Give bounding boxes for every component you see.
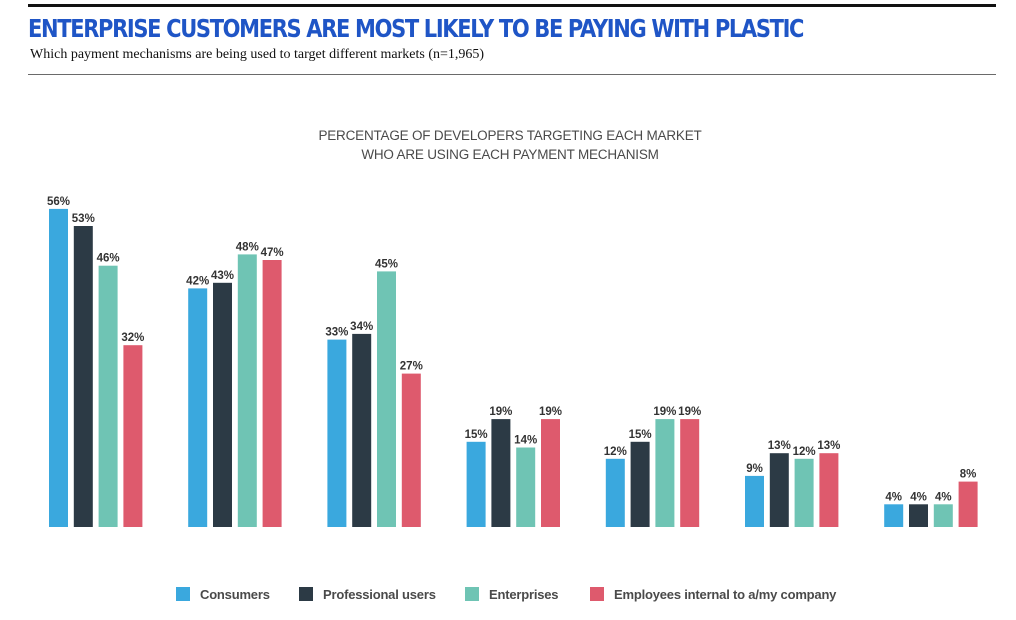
legend-label-enterprises: Enterprises <box>489 586 559 602</box>
bar-label-group3-series4: 27% <box>400 361 423 373</box>
bar-label-group2-series2: 43% <box>211 270 234 282</box>
legend-label-consumers: Consumers <box>200 586 270 602</box>
bar-group7-series3 <box>933 504 953 527</box>
bar-label-group2-series4: 47% <box>261 247 284 259</box>
bar-label-group5-series3: 19% <box>653 406 676 418</box>
bar-group2-series2 <box>213 282 232 527</box>
bar-label-group5-series2: 15% <box>629 429 652 441</box>
bar-group3-series1 <box>327 339 347 527</box>
bar-group2-series3 <box>237 254 257 527</box>
bar-group4-series1 <box>466 441 486 527</box>
bar-group5-series4 <box>680 419 700 527</box>
legend-item-employees-internal: Employees internal to a/my company <box>590 584 836 604</box>
legend-swatch-professional-users <box>299 587 313 601</box>
bar-group2-series4 <box>262 260 282 527</box>
header-divider <box>28 74 996 75</box>
chart-title-line-2: WHO ARE USING EACH PAYMENT MECHANISM <box>361 147 659 162</box>
legend-label-professional-users: Professional users <box>323 586 436 602</box>
bar-group4-series4 <box>541 419 560 527</box>
bar-group6-series4 <box>819 453 839 527</box>
chart-title: PERCENTAGE OF DEVELOPERS TARGETING EACH … <box>210 126 810 164</box>
bar-group3-series2 <box>352 333 372 527</box>
bar-group4-series2 <box>491 419 511 527</box>
bar-label-group1-series1: 56% <box>47 196 70 208</box>
chart-legend: Consumers Professional users Enterprises… <box>0 584 1016 604</box>
bar-label-group4-series1: 15% <box>465 429 488 441</box>
bar-group6-series2 <box>769 453 789 527</box>
bar-chart: 56%53%46%32%42% 43%48% 47%33% 34%45%27%15%1… <box>47 196 978 527</box>
page-title: ENTERPRISE CUSTOMERS ARE MOST LIKELY TO … <box>28 14 804 43</box>
bar-label-group1-series2: 53% <box>72 213 95 225</box>
bar-label-group5-series4: 19% <box>678 406 701 418</box>
bar-label-group1-series4: 32% <box>121 332 144 344</box>
chart-title-line-1: PERCENTAGE OF DEVELOPERS TARGETING EACH … <box>318 128 702 143</box>
bar-label-group4-series3: 14% <box>514 435 537 447</box>
bar-group1-series1 <box>49 208 68 527</box>
bar-group5-series2 <box>630 441 650 527</box>
legend-item-consumers: Consumers <box>176 584 270 604</box>
bar-label-group2-series3: 48% <box>236 241 259 253</box>
legend-item-enterprises: Enterprises <box>465 584 559 604</box>
bar-label-group3-series3: 45% <box>375 258 398 270</box>
legend-item-professional-users: Professional users <box>299 584 436 604</box>
bar-label-group6-series1: 9% <box>746 463 763 475</box>
bar-group4-series3 <box>516 447 536 527</box>
bar-label-group7-series2: 4% <box>910 491 927 503</box>
bar-group5-series3 <box>655 419 675 527</box>
bar-group7-series1 <box>884 504 904 527</box>
bar-label-group3-series1: 33% <box>325 327 348 339</box>
bar-group1-series4 <box>123 345 143 527</box>
legend-label-employees-internal: Employees internal to a/my company <box>614 586 837 602</box>
legend-swatch-enterprises <box>465 587 479 601</box>
top-rule <box>28 4 996 7</box>
page-subtitle: Which payment mechanisms are being used … <box>30 47 485 62</box>
bar-label-group2-series1: 42% <box>186 275 209 287</box>
legend-swatch-employees-internal <box>590 587 604 601</box>
bar-group1-series2 <box>73 226 93 527</box>
bar-label-group3-series2: 34% <box>350 321 373 333</box>
bar-group6-series3 <box>794 458 814 527</box>
bar-group3-series3 <box>377 271 396 527</box>
bar-label-group6-series2: 13% <box>768 440 791 452</box>
bar-group6-series1 <box>745 475 764 527</box>
bar-group7-series2 <box>909 504 928 527</box>
bar-group5-series1 <box>605 458 625 527</box>
bar-label-group7-series3: 4% <box>935 491 952 503</box>
bar-label-group4-series4: 19% <box>539 406 562 418</box>
bar-label-group6-series3: 12% <box>793 446 816 458</box>
bar-label-group6-series4: 13% <box>817 440 840 452</box>
legend-swatch-consumers <box>176 587 190 601</box>
bar-label-group4-series2: 19% <box>489 406 512 418</box>
bar-label-group7-series1: 4% <box>885 491 902 503</box>
bar-group7-series4 <box>958 481 978 527</box>
bar-label-group5-series1: 12% <box>604 446 627 458</box>
bar-group3-series4 <box>401 373 421 527</box>
bar-group2-series1 <box>188 288 208 527</box>
bar-label-group7-series4: 8% <box>960 469 977 481</box>
bar-group1-series3 <box>98 265 118 527</box>
bar-label-group1-series3: 46% <box>97 253 120 265</box>
